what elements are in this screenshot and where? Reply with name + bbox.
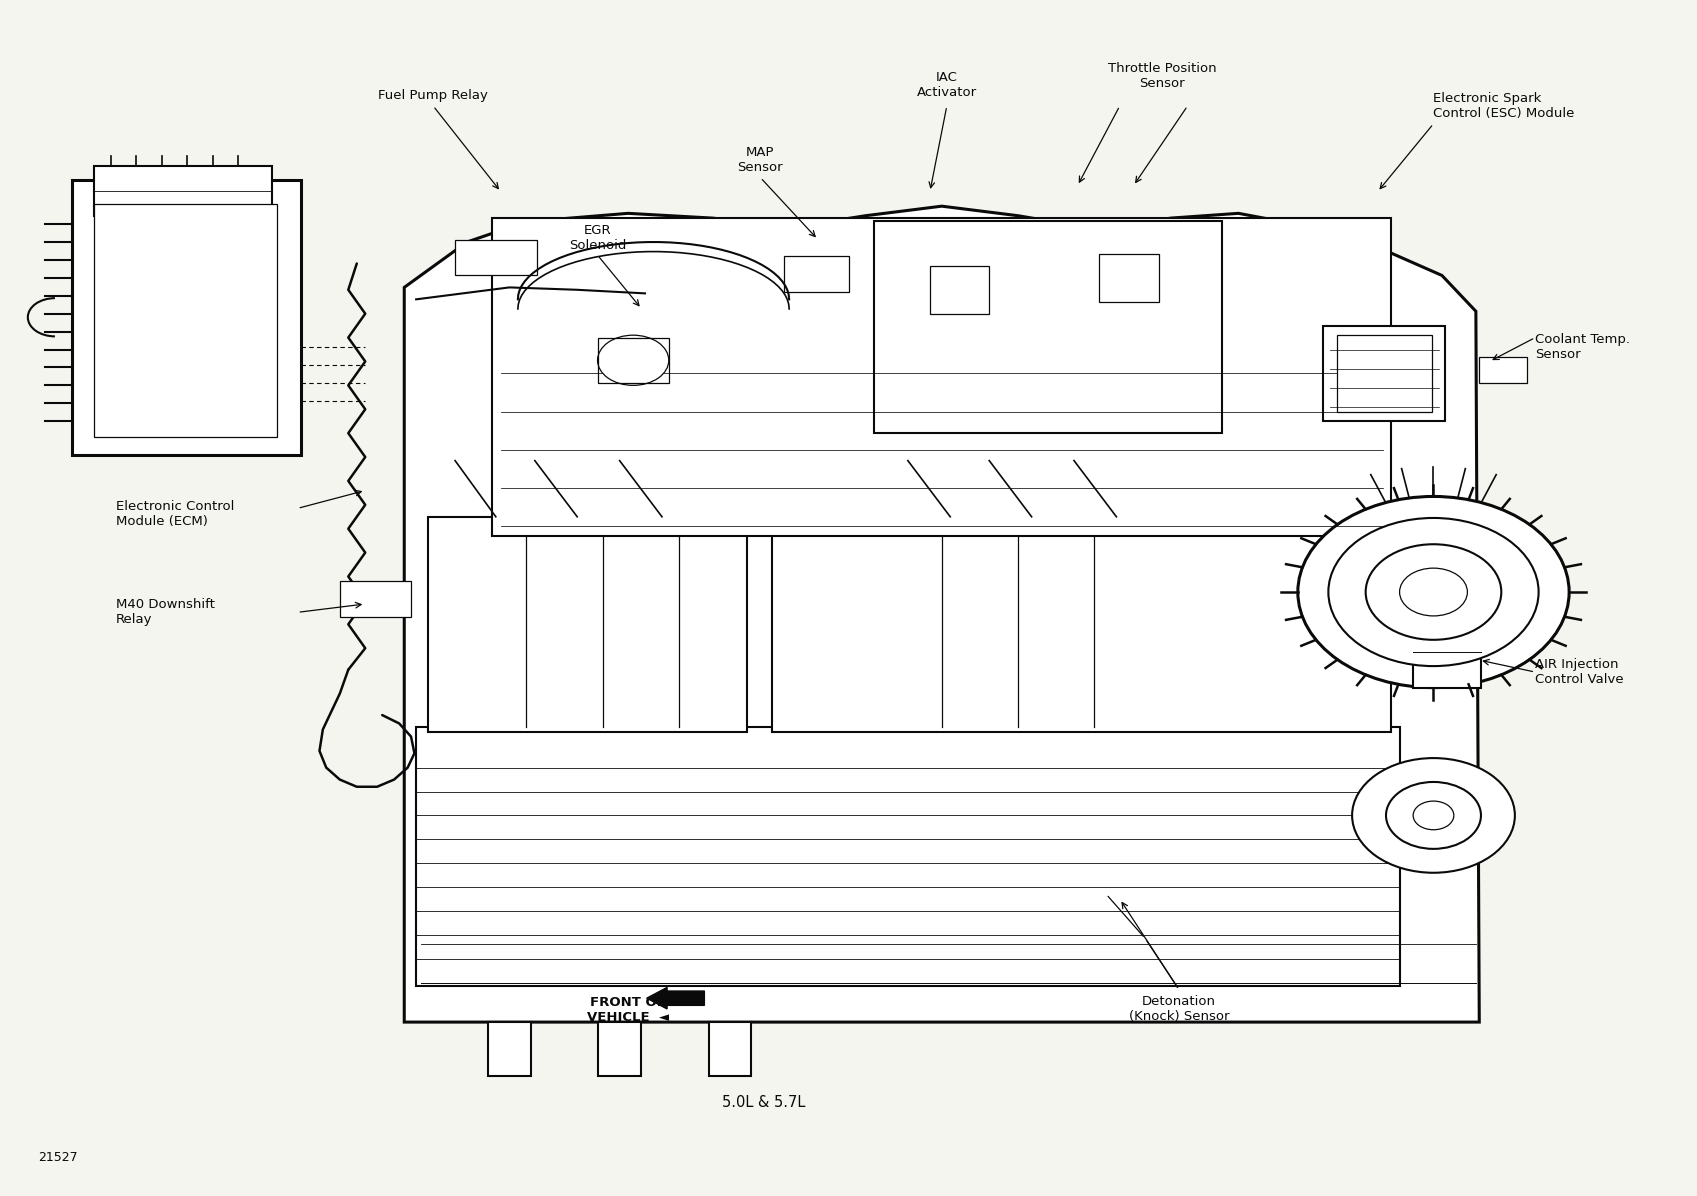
Bar — [339, 581, 411, 617]
Text: Electronic Spark
Control (ESC) Module: Electronic Spark Control (ESC) Module — [1434, 92, 1575, 120]
Bar — [71, 179, 300, 454]
Polygon shape — [428, 517, 747, 732]
Circle shape — [1298, 496, 1570, 688]
Text: Electronic Control
Module (ECM): Electronic Control Module (ECM) — [115, 500, 234, 529]
Text: Coolant Temp.
Sensor: Coolant Temp. Sensor — [1536, 334, 1631, 361]
Circle shape — [597, 335, 669, 385]
Circle shape — [1400, 568, 1468, 616]
Text: Throttle Position
Sensor: Throttle Position Sensor — [1108, 62, 1217, 90]
Text: IAC
Activator: IAC Activator — [916, 71, 977, 98]
Bar — [455, 239, 536, 275]
Bar — [597, 337, 669, 383]
Polygon shape — [492, 218, 1392, 536]
Circle shape — [1366, 544, 1502, 640]
Bar — [1480, 356, 1527, 383]
Text: MAP
Sensor: MAP Sensor — [738, 146, 782, 173]
Polygon shape — [772, 517, 1392, 732]
Circle shape — [1353, 758, 1515, 873]
Bar — [1100, 254, 1159, 301]
Bar — [93, 165, 272, 215]
Bar — [709, 1023, 752, 1076]
Bar — [930, 266, 989, 313]
Text: Detonation
(Knock) Sensor: Detonation (Knock) Sensor — [1129, 995, 1229, 1023]
Bar — [1414, 616, 1481, 688]
Text: 5.0L & 5.7L: 5.0L & 5.7L — [721, 1094, 806, 1110]
Polygon shape — [404, 206, 1480, 1023]
Circle shape — [1386, 782, 1481, 849]
Text: Fuel Pump Relay: Fuel Pump Relay — [378, 90, 489, 102]
Text: 21527: 21527 — [37, 1151, 78, 1164]
Bar — [93, 203, 277, 437]
Bar — [874, 220, 1222, 433]
Text: AIR Injection
Control Valve: AIR Injection Control Valve — [1536, 658, 1624, 687]
Bar — [1324, 325, 1446, 421]
Polygon shape — [416, 727, 1400, 987]
FancyArrow shape — [647, 988, 704, 1009]
Bar — [489, 1023, 531, 1076]
Bar — [784, 256, 848, 292]
Text: FRONT OF
VEHICLE  ◄: FRONT OF VEHICLE ◄ — [587, 996, 669, 1024]
Circle shape — [1414, 801, 1454, 830]
Bar — [599, 1023, 641, 1076]
Text: M40 Downshift
Relay: M40 Downshift Relay — [115, 598, 216, 627]
Circle shape — [1329, 518, 1539, 666]
Text: EGR
Solenoid: EGR Solenoid — [568, 224, 626, 251]
Bar — [1337, 335, 1432, 411]
